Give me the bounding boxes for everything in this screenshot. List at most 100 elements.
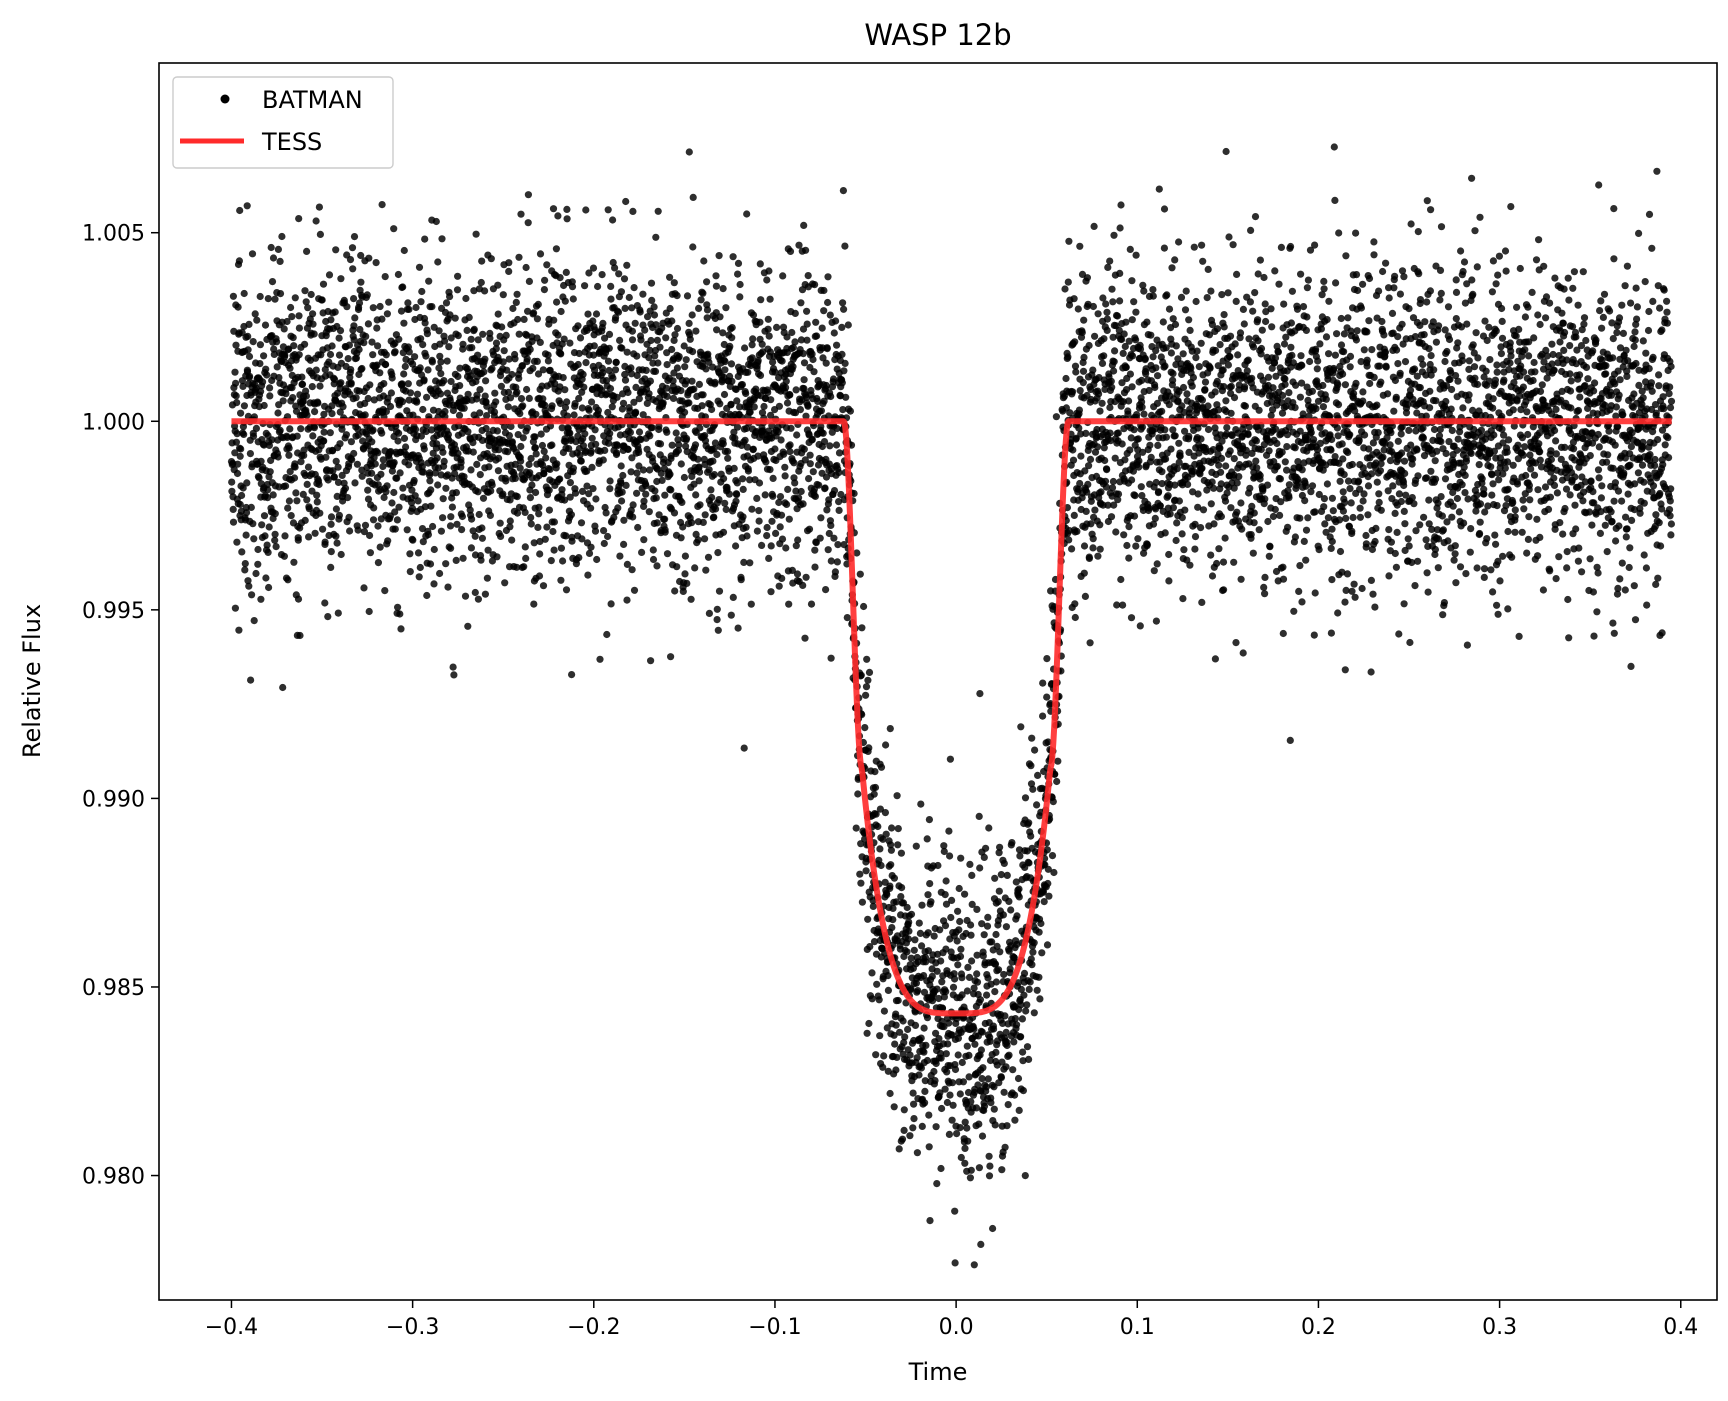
batman-point (517, 442, 525, 451)
batman-point (302, 392, 310, 400)
batman-point (319, 525, 327, 533)
batman-point (646, 377, 655, 385)
batman-point (426, 477, 434, 485)
chart-title: WASP 12b (864, 18, 1011, 52)
batman-point (287, 511, 295, 520)
batman-point (1097, 488, 1105, 496)
batman-point (917, 1034, 925, 1042)
batman-point (326, 350, 335, 359)
batman-point (329, 467, 337, 475)
batman-point (346, 256, 355, 264)
batman-point (775, 402, 784, 410)
batman-point (1108, 285, 1116, 293)
batman-point (604, 532, 612, 541)
batman-point (463, 326, 471, 334)
batman-point (554, 212, 562, 220)
batman-point (1090, 222, 1098, 230)
batman-point (273, 363, 281, 371)
batman-point (716, 400, 724, 408)
batman-point (1074, 305, 1082, 313)
batman-point (255, 474, 263, 482)
batman-point (1082, 429, 1090, 437)
batman-point (612, 358, 620, 366)
batman-point (754, 356, 762, 365)
batman-point (260, 512, 269, 520)
batman-point (1181, 506, 1189, 514)
batman-point (515, 253, 523, 261)
batman-point (622, 481, 630, 489)
batman-point (650, 303, 658, 311)
batman-point (794, 536, 802, 544)
batman-point (420, 376, 428, 384)
batman-point (531, 444, 540, 452)
batman-point (419, 341, 427, 349)
batman-point (1250, 509, 1258, 517)
batman-point (350, 233, 359, 241)
batman-point (1101, 456, 1109, 465)
batman-point (633, 352, 641, 360)
batman-point (643, 399, 651, 407)
batman-point (833, 341, 841, 349)
batman-point (565, 445, 573, 453)
batman-point (652, 494, 660, 502)
batman-point (521, 508, 529, 516)
batman-point (856, 570, 864, 578)
batman-point (1062, 374, 1070, 383)
batman-point (1135, 463, 1143, 471)
batman-point (903, 903, 911, 912)
batman-point (975, 812, 983, 821)
batman-point (767, 396, 775, 404)
batman-point (767, 542, 775, 550)
batman-point (494, 467, 502, 475)
batman-point (854, 790, 862, 798)
batman-point (1080, 353, 1088, 361)
batman-point (516, 464, 524, 472)
batman-point (831, 568, 840, 576)
batman-point (525, 394, 533, 402)
batman-point (605, 344, 613, 352)
batman-point (1215, 461, 1223, 469)
batman-point (508, 370, 516, 379)
batman-point (921, 1077, 929, 1085)
batman-point (705, 466, 713, 474)
batman-point (285, 444, 293, 452)
batman-point (824, 273, 832, 281)
batman-point (536, 550, 544, 558)
batman-point (1189, 373, 1197, 382)
batman-point (395, 503, 403, 511)
batman-point (667, 486, 675, 494)
batman-point (473, 460, 481, 468)
batman-point (812, 318, 820, 326)
batman-point (1226, 353, 1234, 361)
batman-point (652, 321, 660, 329)
batman-point (430, 580, 438, 588)
batman-point (310, 424, 318, 432)
batman-point (639, 290, 647, 298)
batman-point (883, 891, 891, 899)
batman-point (858, 898, 867, 906)
batman-point (256, 360, 264, 368)
batman-point (511, 355, 519, 363)
batman-point (1103, 308, 1111, 316)
batman-point (265, 583, 273, 592)
batman-point (1080, 569, 1088, 577)
batman-point (832, 441, 841, 449)
batman-point (563, 398, 571, 406)
batman-point (743, 532, 751, 540)
batman-point (327, 563, 335, 572)
batman-point (670, 279, 678, 287)
batman-point (1169, 504, 1177, 512)
batman-point (913, 1054, 921, 1062)
batman-point (1232, 639, 1240, 647)
batman-point (523, 385, 531, 394)
batman-point (940, 847, 948, 856)
batman-point (619, 471, 627, 480)
batman-point (599, 456, 607, 464)
batman-point (820, 438, 829, 446)
batman-point (1035, 928, 1043, 936)
batman-point (1110, 358, 1118, 366)
batman-point (557, 576, 565, 584)
batman-point (614, 308, 623, 316)
batman-point (782, 377, 790, 385)
batman-point (707, 486, 715, 494)
